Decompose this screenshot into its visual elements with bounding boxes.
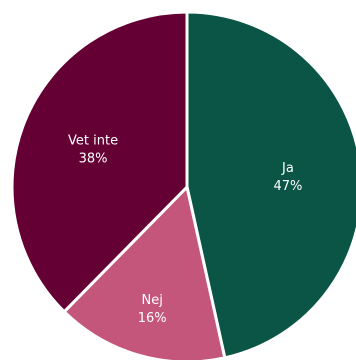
slice-value-label: 47% bbox=[273, 179, 302, 194]
pie-slice-nej bbox=[62, 185, 227, 360]
slice-category-label: Nej bbox=[142, 293, 163, 308]
pie-slices bbox=[10, 10, 356, 360]
pie-slice-vet-inte bbox=[10, 10, 189, 314]
slice-category-label: Vet inte bbox=[68, 134, 118, 149]
slice-value-label: 16% bbox=[138, 311, 167, 326]
slice-value-label: 38% bbox=[79, 152, 108, 167]
slice-labels: Ja 47% Nej 16% Vet inte 38% bbox=[68, 134, 302, 327]
slice-category-label: Ja bbox=[281, 161, 294, 176]
pie-slice-ja bbox=[185, 10, 356, 360]
